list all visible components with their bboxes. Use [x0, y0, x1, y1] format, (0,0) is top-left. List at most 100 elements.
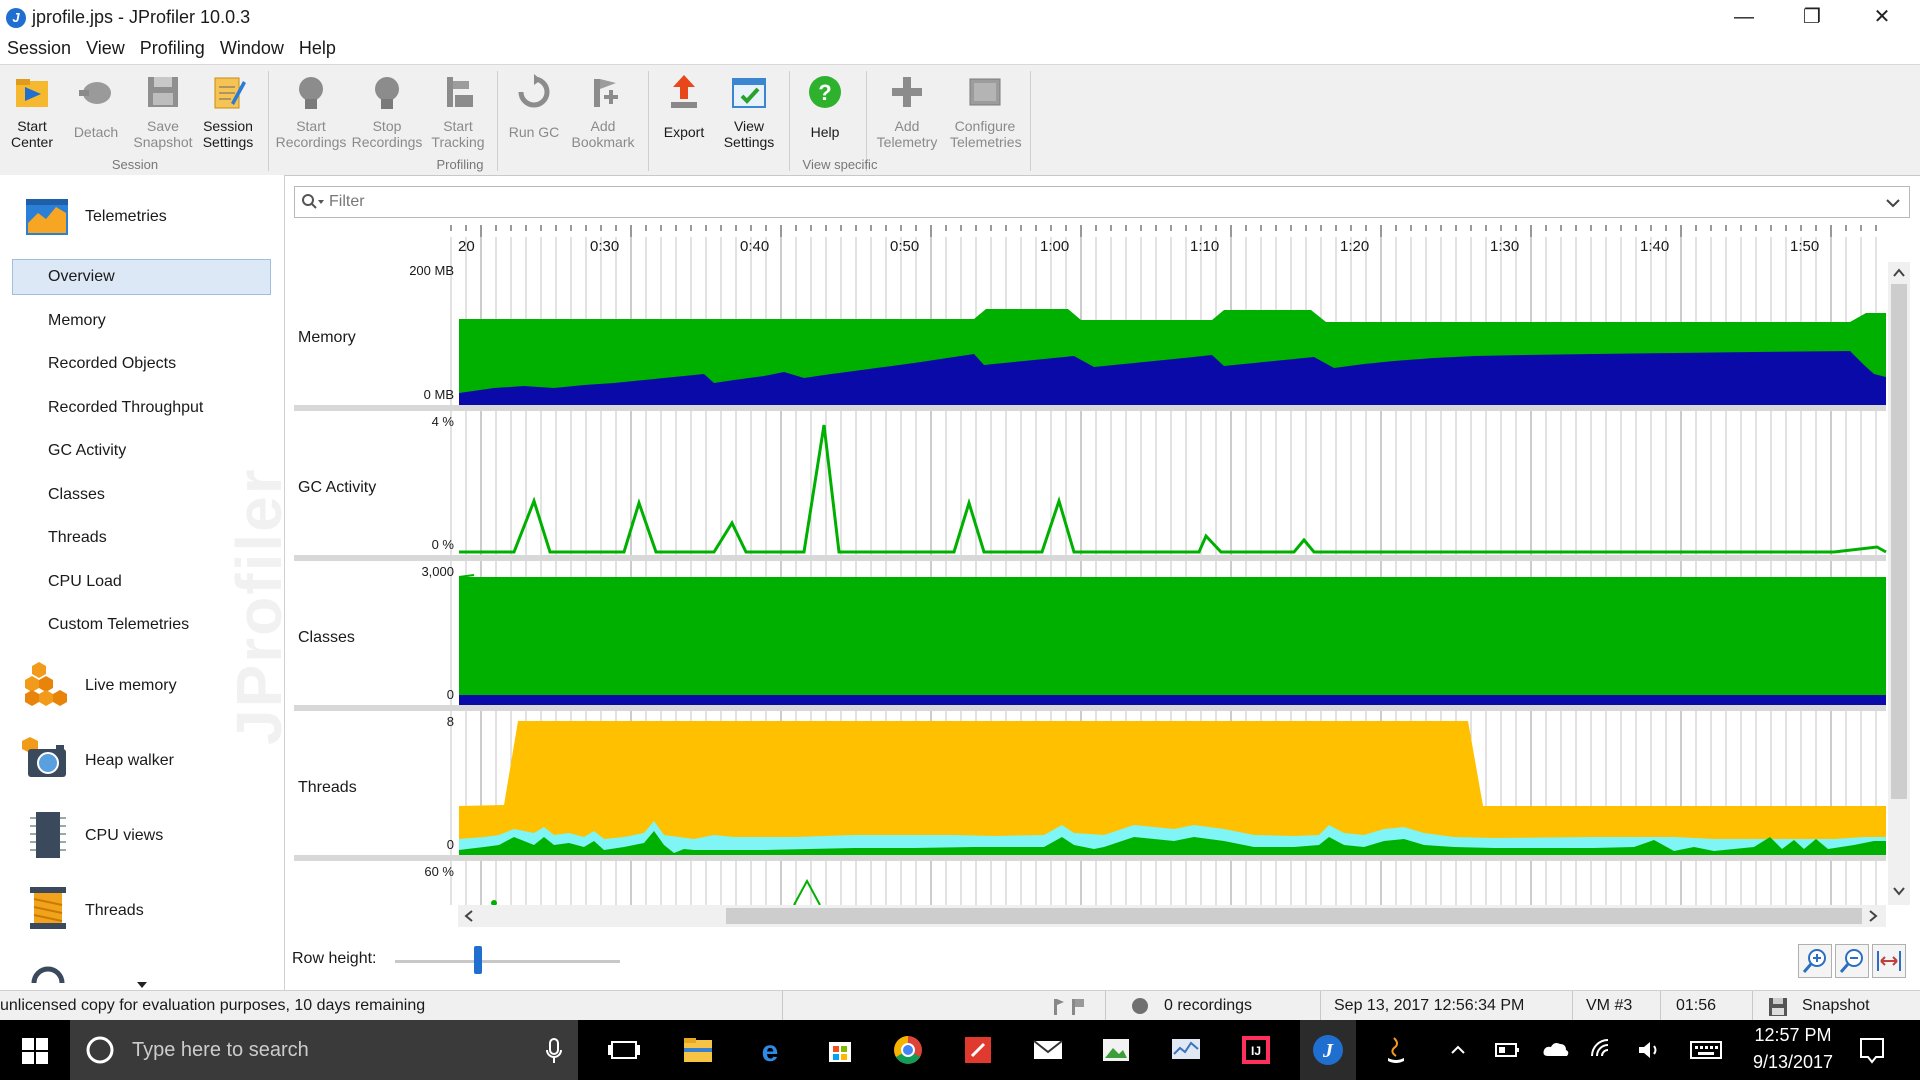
svg-text:?: ?	[818, 80, 831, 105]
microphone-icon[interactable]	[546, 1038, 562, 1064]
run-gc-button[interactable]: Run GC	[498, 71, 570, 155]
help-button[interactable]: ? Help	[789, 71, 861, 155]
sidebar-scroll-down-icon[interactable]	[136, 981, 148, 989]
horizontal-scrollbar[interactable]	[458, 905, 1886, 927]
sidebar-section-live-memory[interactable]: Live memory	[85, 677, 177, 694]
sidebar-item-gc-activity[interactable]: GC Activity	[48, 442, 127, 459]
live-memory-icon	[25, 662, 67, 706]
sidebar-item-recorded-throughput[interactable]: Recorded Throughput	[48, 399, 204, 416]
add-telemetry-button[interactable]: Add Telemetry	[871, 71, 943, 155]
zoom-in-icon	[1802, 949, 1826, 973]
cortana-icon	[86, 1036, 114, 1064]
timeline-ruler	[450, 225, 1877, 237]
jprofiler-taskbar-icon[interactable]: J	[1308, 1030, 1348, 1070]
scroll-up-icon[interactable]	[1893, 268, 1905, 278]
start-tracking-button[interactable]: Start Tracking	[422, 71, 494, 155]
task-view-icon[interactable]	[604, 1030, 644, 1070]
action-center-icon[interactable]	[1858, 1036, 1886, 1064]
scroll-right-icon[interactable]	[1868, 910, 1878, 922]
svg-text:IJ: IJ	[1251, 1044, 1261, 1058]
snapshot-save-icon	[1769, 998, 1787, 1016]
vertical-scroll-thumb[interactable]	[1891, 284, 1907, 799]
vertical-scrollbar[interactable]	[1888, 262, 1910, 905]
sidebar-item-threads[interactable]: Threads	[48, 529, 107, 546]
row-height-slider-track[interactable]	[395, 960, 620, 963]
sidebar-header-telemetries[interactable]: Telemetries	[85, 208, 167, 225]
elapsed-time: 01:56	[1676, 997, 1717, 1014]
gc-activity-line	[459, 424, 1887, 554]
configure-telemetries-button[interactable]: Configure Telemetries	[950, 71, 1022, 155]
minimize-button[interactable]: —	[1734, 6, 1754, 28]
run-gc-icon	[518, 74, 550, 108]
show-hidden-icons-icon[interactable]	[1450, 1044, 1466, 1056]
chevron-down-icon[interactable]	[1885, 197, 1901, 209]
store-icon[interactable]	[820, 1030, 860, 1070]
menu-help[interactable]: Help	[298, 38, 336, 58]
start-recordings-button[interactable]: Start Recordings	[275, 71, 347, 155]
recordings-status: 0 recordings	[1164, 997, 1253, 1014]
row-height-label: Row height:	[292, 950, 377, 967]
menu-bar: Session View Profiling Window Help	[0, 36, 1920, 64]
maximize-button[interactable]: ❐	[1803, 6, 1821, 28]
horizontal-scroll-thumb[interactable]	[726, 908, 1862, 924]
search-icon	[302, 194, 324, 209]
mail-icon[interactable]	[1028, 1030, 1068, 1070]
photos-app-icon[interactable]	[1096, 1030, 1136, 1070]
sidebar-item-recorded-objects[interactable]: Recorded Objects	[48, 355, 177, 372]
sidebar-section-heap-walker[interactable]: Heap walker	[85, 752, 174, 769]
export-button[interactable]: Export	[648, 71, 720, 155]
red-app-icon[interactable]	[958, 1030, 998, 1070]
close-button[interactable]: ✕	[1873, 6, 1891, 28]
intellij-icon[interactable]: IJ	[1236, 1030, 1276, 1070]
start-center-button[interactable]: Start Center	[0, 71, 68, 155]
snapshot-datetime: Sep 13, 2017 12:56:34 PM	[1334, 997, 1525, 1014]
memory-heap-area	[459, 351, 1886, 405]
sidebar-item-overview[interactable]: Overview	[48, 268, 115, 285]
java-icon[interactable]	[1376, 1030, 1416, 1070]
menu-profiling[interactable]: Profiling	[139, 38, 205, 58]
filter-field[interactable]: Filter	[294, 186, 1910, 218]
session-settings-button[interactable]: Session Settings	[192, 71, 264, 155]
scroll-down-icon[interactable]	[1893, 886, 1905, 896]
sidebar-section-threads[interactable]: Threads	[85, 902, 144, 919]
volume-icon[interactable]	[1636, 1038, 1662, 1062]
scroll-left-icon[interactable]	[464, 910, 474, 922]
detach-button[interactable]: Detach	[60, 71, 132, 155]
taskbar-date[interactable]: 9/13/2017	[1752, 1052, 1834, 1072]
menu-window[interactable]: Window	[219, 38, 284, 58]
view-settings-button[interactable]: View Settings	[713, 71, 785, 155]
file-explorer-icon[interactable]	[678, 1030, 718, 1070]
taskbar-search-box[interactable]: Type here to search	[70, 1020, 578, 1080]
onedrive-icon[interactable]	[1542, 1040, 1570, 1060]
zoom-in-button[interactable]	[1798, 944, 1832, 978]
menu-session[interactable]: Session	[7, 38, 72, 58]
fit-to-window-button[interactable]	[1872, 944, 1906, 978]
time-label: 1:10	[1190, 238, 1220, 255]
sidebar-item-cpu-load[interactable]: CPU Load	[48, 573, 122, 590]
chrome-icon[interactable]	[888, 1030, 928, 1070]
more-section-icon	[31, 966, 65, 984]
memory-scale-bottom: 0 MB	[423, 387, 454, 402]
add-bookmark-button[interactable]: Add Bookmark	[567, 71, 639, 155]
menu-view[interactable]: View	[86, 38, 125, 58]
snapshot-status: Snapshot	[1802, 997, 1870, 1014]
telemetry-chart-area	[294, 225, 1887, 905]
save-snapshot-button[interactable]: Save Snapshot	[127, 71, 199, 155]
battery-icon[interactable]	[1494, 1040, 1520, 1060]
keyboard-icon[interactable]	[1690, 1040, 1722, 1060]
taskbar-time[interactable]: 12:57 PM	[1754, 1025, 1832, 1045]
sidebar-item-memory[interactable]: Memory	[48, 312, 106, 329]
stop-recordings-button[interactable]: Stop Recordings	[351, 71, 423, 155]
zoom-out-button[interactable]	[1835, 944, 1869, 978]
wifi-icon[interactable]	[1590, 1038, 1616, 1062]
sidebar-section-cpu-views[interactable]: CPU views	[85, 827, 164, 844]
recording-indicator-icon	[1132, 998, 1148, 1014]
threads-scale-bottom: 0	[446, 837, 454, 852]
sidebar-item-classes[interactable]: Classes	[48, 486, 105, 503]
row-height-slider-thumb[interactable]	[474, 946, 482, 974]
sidebar-item-custom-telemetries[interactable]: Custom Telemetries	[48, 616, 190, 633]
windows-start-icon[interactable]	[22, 1038, 48, 1064]
svg-text:J: J	[1322, 1040, 1334, 1062]
monitor-app-icon[interactable]	[1166, 1030, 1206, 1070]
edge-browser-icon[interactable]: e	[750, 1030, 790, 1070]
